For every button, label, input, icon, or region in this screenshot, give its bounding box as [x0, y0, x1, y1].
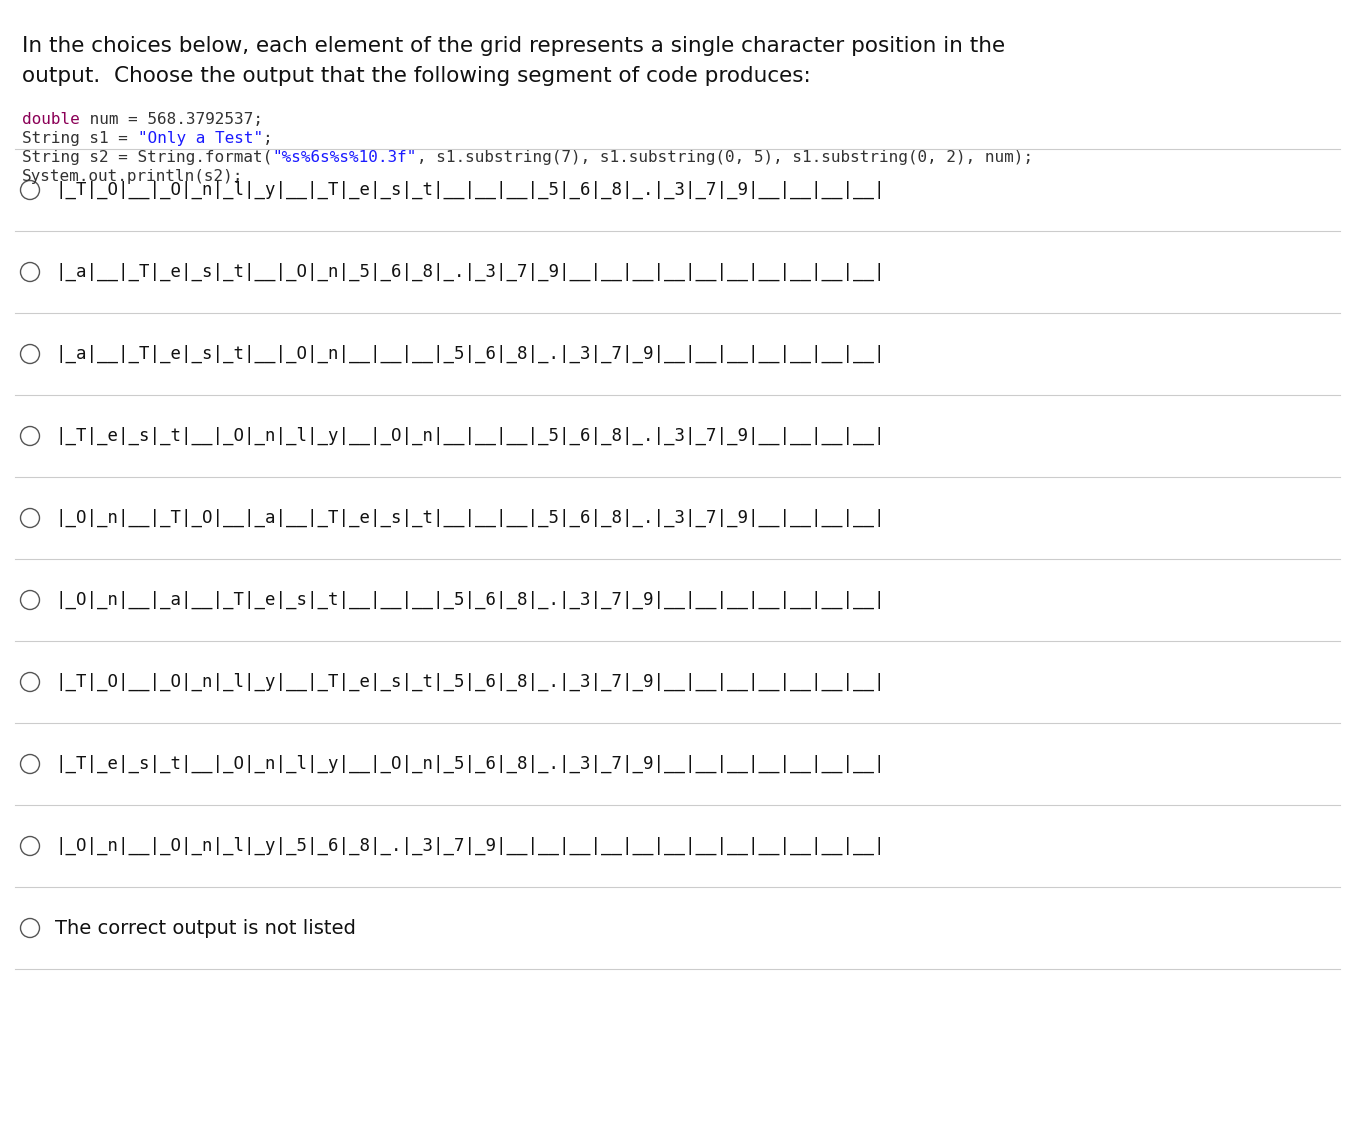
Text: |_T|_O|__|_O|_n|_l|_y|__|_T|_e|_s|_t|__|__|__|_5|_6|_8|_.|_3|_7|_9|__|__|__|__|: |_T|_O|__|_O|_n|_l|_y|__|_T|_e|_s|_t|__|…: [56, 180, 884, 200]
Text: |_O|_n|__|_O|_n|_l|_y|_5|_6|_8|_.|_3|_7|_9|__|__|__|__|__|__|__|__|__|__|__|__|: |_O|_n|__|_O|_n|_l|_y|_5|_6|_8|_.|_3|_7|…: [56, 837, 884, 855]
Text: |_T|_e|_s|_t|__|_O|_n|_l|_y|__|_O|_n|_5|_6|_8|_.|_3|_7|_9|__|__|__|__|__|__|__|: |_T|_e|_s|_t|__|_O|_n|_l|_y|__|_O|_n|_5|…: [56, 755, 884, 773]
Text: |_O|_n|__|_T|_O|__|_a|__|_T|_e|_s|_t|__|__|__|_5|_6|_8|_.|_3|_7|_9|__|__|__|__|: |_O|_n|__|_T|_O|__|_a|__|_T|_e|_s|_t|__|…: [56, 509, 884, 527]
Text: output.  Choose the output that the following segment of code produces:: output. Choose the output that the follo…: [22, 66, 811, 86]
Text: |_T|_e|_s|_t|__|_O|_n|_l|_y|__|_O|_n|__|__|__|_5|_6|_8|_.|_3|_7|_9|__|__|__|__|: |_T|_e|_s|_t|__|_O|_n|_l|_y|__|_O|_n|__|…: [56, 426, 884, 446]
Text: "%s%6s%s%10.3f": "%s%6s%s%10.3f": [272, 150, 417, 166]
Text: System.out.println(s2);: System.out.println(s2);: [22, 169, 244, 184]
Text: String s1 =: String s1 =: [22, 132, 138, 146]
Text: ;: ;: [263, 132, 272, 146]
Text: |_a|__|_T|_e|_s|_t|__|_O|_n|_5|_6|_8|_.|_3|_7|_9|__|__|__|__|__|__|__|__|__|__|: |_a|__|_T|_e|_s|_t|__|_O|_n|_5|_6|_8|_.|…: [56, 263, 884, 281]
Text: num = 568.3792537;: num = 568.3792537;: [80, 112, 263, 127]
Text: "Only a Test": "Only a Test": [138, 132, 263, 146]
Text: The correct output is not listed: The correct output is not listed: [56, 919, 356, 938]
Text: , s1.substring(7), s1.substring(0, 5), s1.substring(0, 2), num);: , s1.substring(7), s1.substring(0, 5), s…: [417, 150, 1033, 166]
Text: In the choices below, each element of the grid represents a single character pos: In the choices below, each element of th…: [22, 36, 1005, 56]
Text: |_a|__|_T|_e|_s|_t|__|_O|_n|__|__|__|_5|_6|_8|_.|_3|_7|_9|__|__|__|__|__|__|__|: |_a|__|_T|_e|_s|_t|__|_O|_n|__|__|__|_5|…: [56, 345, 884, 363]
Text: |_O|_n|__|_a|__|_T|_e|_s|_t|__|__|__|_5|_6|_8|_.|_3|_7|_9|__|__|__|__|__|__|__|: |_O|_n|__|_a|__|_T|_e|_s|_t|__|__|__|_5|…: [56, 591, 884, 609]
Text: |_T|_O|__|_O|_n|_l|_y|__|_T|_e|_s|_t|_5|_6|_8|_.|_3|_7|_9|__|__|__|__|__|__|__|: |_T|_O|__|_O|_n|_l|_y|__|_T|_e|_s|_t|_5|…: [56, 672, 884, 691]
Text: double: double: [22, 112, 80, 127]
Text: String s2 = String.format(: String s2 = String.format(: [22, 150, 272, 166]
